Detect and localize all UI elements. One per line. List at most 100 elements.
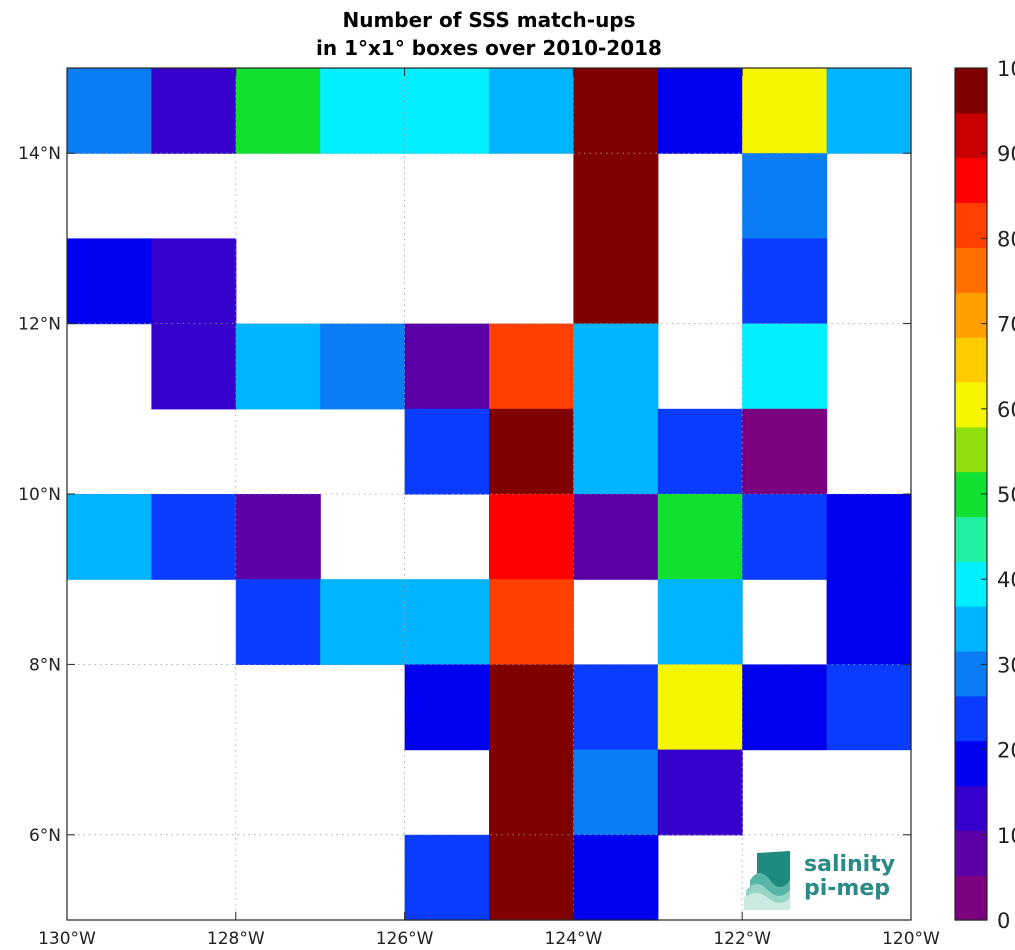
heatmap-cell <box>404 68 490 154</box>
heatmap-cell <box>489 834 574 921</box>
heatmap-cell <box>742 68 828 154</box>
heatmap-cell <box>489 323 574 410</box>
colorbar-segment <box>955 561 987 607</box>
heatmap-cell <box>742 408 828 495</box>
grid-lines <box>67 68 911 920</box>
heatmap-cell <box>657 494 743 580</box>
heatmap-cell <box>67 238 152 325</box>
heatmap-cell <box>151 68 237 154</box>
colorbar-tick-label: 10 <box>997 824 1015 848</box>
heatmap-cell <box>151 323 237 410</box>
colorbar-tick-label: 30 <box>997 653 1015 677</box>
heatmap-cell <box>404 834 490 921</box>
x-tick-label: 122°W <box>713 929 771 949</box>
heatmap-cell <box>573 68 659 154</box>
heatmap-cell <box>67 68 152 154</box>
colorbar-tick-label: 70 <box>997 313 1015 337</box>
colorbar-segment <box>955 740 987 787</box>
x-tick-label: 130°W <box>38 929 96 949</box>
colorbar-segment <box>955 695 987 742</box>
x-tick-label: 124°W <box>545 929 603 949</box>
heatmap-cell <box>826 664 912 751</box>
heatmap-cell <box>742 494 828 580</box>
heatmap-cell <box>573 494 659 580</box>
x-axis: 130°W 128°W 126°W 124°W 122°W 120°W <box>38 68 940 949</box>
colorbar-segment <box>955 606 987 652</box>
y-tick-label: 12°N <box>18 315 61 335</box>
colorbar-tick-label: 0 <box>997 909 1010 933</box>
colorbar-segment <box>955 830 987 876</box>
heatmap-cell <box>573 664 659 751</box>
heatmap-cell <box>67 494 152 580</box>
colorbar-ticks: 0 10 20 30 40 50 60 70 80 90 100 <box>981 57 1015 933</box>
heatmap-cell <box>573 749 659 836</box>
heatmap-cell <box>657 749 743 836</box>
x-tick-label: 120°W <box>882 929 940 949</box>
heatmap-cell <box>235 494 321 580</box>
heatmap-cell <box>742 153 828 239</box>
chart-title-line2: in 1°x1° boxes over 2010-2018 <box>316 36 662 60</box>
colorbar-tick-label: 50 <box>997 483 1015 507</box>
colorbar-tick-label: 20 <box>997 739 1015 763</box>
y-tick-label: 8°N <box>29 655 61 675</box>
heatmap-cell <box>235 323 321 410</box>
heatmap-cell <box>320 68 406 154</box>
heatmap-cell <box>573 153 659 239</box>
y-axis: 6°N 8°N 10°N 12°N 14°N <box>18 144 911 846</box>
colorbar-tick-label: 40 <box>997 568 1015 592</box>
colorbar <box>955 68 987 921</box>
heatmap-cell <box>489 408 574 495</box>
heatmap-cell <box>320 323 406 410</box>
colorbar-segment <box>955 157 987 204</box>
logo-line1: salinity <box>804 852 895 877</box>
heatmap-cell <box>151 494 237 580</box>
heatmap-cell <box>235 579 321 665</box>
heatmap-cells <box>67 68 912 921</box>
heatmap-cell <box>489 749 574 836</box>
heatmap-cell <box>826 494 912 580</box>
colorbar-segment <box>955 785 987 831</box>
heatmap-cell <box>404 664 490 751</box>
heatmap-cell <box>742 323 828 410</box>
x-tick-label: 128°W <box>207 929 265 949</box>
heatmap-cell <box>404 579 490 665</box>
chart-title-line1: Number of SSS match-ups <box>342 8 635 32</box>
colorbar-tick-label: 60 <box>997 398 1015 422</box>
heatmap-cell <box>826 68 912 154</box>
y-tick-label: 6°N <box>29 826 61 846</box>
colorbar-tick-label: 80 <box>997 227 1015 251</box>
heatmap-cell <box>826 579 912 665</box>
heatmap-cell <box>151 238 237 325</box>
wave-logo-icon <box>744 851 790 910</box>
colorbar-tick-label: 90 <box>997 142 1015 166</box>
colorbar-tick-label: 100 <box>997 57 1015 81</box>
heatmap-cell <box>573 238 659 325</box>
colorbar-segment <box>955 875 987 921</box>
colorbar-segment <box>955 202 987 248</box>
heatmap-cell <box>657 408 743 495</box>
heatmap-cell <box>235 68 321 154</box>
heatmap-cell <box>573 408 659 495</box>
heatmap-cell <box>657 579 743 665</box>
x-tick-label: 126°W <box>376 929 434 949</box>
heatmap-cell <box>404 408 490 495</box>
y-tick-label: 10°N <box>18 485 61 505</box>
heatmap-cell <box>489 579 574 665</box>
heatmap-cell <box>657 664 743 751</box>
colorbar-segment <box>955 112 987 159</box>
heatmap-cell <box>489 68 574 154</box>
heatmap-cell <box>573 323 659 410</box>
colorbar-segment <box>955 68 987 114</box>
heatmap-cell <box>489 664 574 751</box>
colorbar-segment <box>955 650 987 697</box>
logo-line2: pi-mep <box>804 876 890 901</box>
heatmap-cell <box>742 664 828 751</box>
heatmap-cell <box>573 834 659 921</box>
colorbar-segment <box>955 426 987 473</box>
heatmap-cell <box>657 68 743 154</box>
heatmap-cell <box>404 323 490 410</box>
y-tick-label: 14°N <box>18 144 61 164</box>
heatmap-cell <box>320 579 406 665</box>
salinity-pi-mep-logo: salinity pi-mep <box>744 851 895 910</box>
